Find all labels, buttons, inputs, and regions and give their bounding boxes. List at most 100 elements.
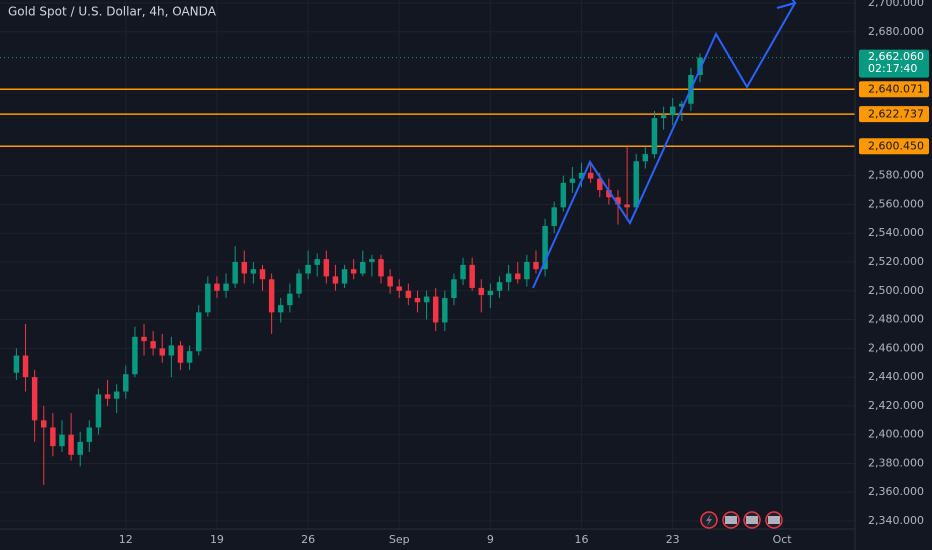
candle-body <box>387 276 393 287</box>
candle-body <box>113 391 120 399</box>
y-tick-label: 2,400.000 <box>868 428 924 441</box>
candle-body <box>232 262 238 284</box>
level-badge <box>859 81 929 98</box>
candle-body <box>505 273 512 283</box>
event-icons <box>700 511 783 529</box>
candle-body <box>606 190 612 198</box>
flag-icon <box>768 516 780 524</box>
candle-body <box>378 259 384 277</box>
candle-body <box>305 264 311 274</box>
axes: 2,340.000 2,360.000 2,380.000 2,400.000 2,42… <box>119 0 929 546</box>
candle-body <box>369 259 375 262</box>
candle-body <box>241 262 248 274</box>
candle-body <box>633 161 639 208</box>
candle-body <box>360 262 366 274</box>
arrow-head <box>776 0 797 9</box>
y-tick-label: 2,360.000 <box>868 485 924 498</box>
candle-body <box>287 293 293 306</box>
y-tick-label: 2,440.000 <box>868 370 924 383</box>
candle-body <box>569 178 576 183</box>
candle-body <box>451 279 457 298</box>
candle-body <box>123 374 129 392</box>
level-label: 2,600.450 <box>868 140 924 153</box>
candle-body <box>496 282 503 291</box>
level-badge <box>859 106 929 123</box>
candle-body <box>551 207 557 227</box>
y-tick-label: 2,420.000 <box>868 399 924 412</box>
y-tick-label: 2,460.000 <box>868 341 924 354</box>
x-tick-label: 16 <box>575 533 589 546</box>
candle-body <box>177 345 184 363</box>
candle-body <box>195 312 202 352</box>
candle-body <box>396 286 402 291</box>
candle-body <box>651 118 658 155</box>
candle-body <box>50 427 56 447</box>
candle-body <box>414 297 421 303</box>
flag-icon <box>746 516 758 524</box>
y-tick-label: 2,680.000 <box>868 25 924 38</box>
candle-body <box>186 351 193 363</box>
candle-body <box>205 283 211 313</box>
candle-body <box>542 226 548 270</box>
candle-body <box>515 273 521 280</box>
candle-body <box>323 259 330 277</box>
candle-body <box>350 269 357 274</box>
candle-body <box>268 279 275 313</box>
x-tick-label: 9 <box>487 533 494 546</box>
zigzag-drawing <box>532 2 796 289</box>
y-tick-label: 2,580.000 <box>868 169 924 182</box>
candles <box>13 53 703 486</box>
candle-body <box>660 115 667 119</box>
candle-body <box>95 394 102 428</box>
candle-body <box>68 434 74 455</box>
y-tick-label: 2,480.000 <box>868 313 924 326</box>
candle-body <box>22 355 29 378</box>
candle-body <box>669 106 676 116</box>
candle-body <box>77 441 83 455</box>
x-tick-label: 23 <box>666 533 680 546</box>
x-tick-label: 26 <box>301 533 315 546</box>
candle-body <box>624 204 630 208</box>
last-price-badge <box>859 49 929 78</box>
candle-body <box>533 262 539 270</box>
level-label: 2,622.737 <box>868 108 924 121</box>
flag-icon <box>725 516 737 524</box>
countdown-label: 02:17:40 <box>868 62 917 75</box>
candle-body <box>524 262 530 280</box>
level-label: 2,640.071 <box>868 83 924 96</box>
candle-body <box>278 305 284 313</box>
last-price-label: 2,662.060 <box>868 50 924 63</box>
candle-body <box>41 420 47 428</box>
candle-body <box>59 434 65 447</box>
candle-body <box>578 172 585 179</box>
candle-body <box>132 336 138 375</box>
candle-body <box>223 283 229 291</box>
lightning-icon <box>706 514 712 526</box>
candle-body <box>314 259 320 265</box>
candle-body <box>341 269 348 284</box>
candle-body <box>141 336 147 342</box>
x-tick-label: 12 <box>119 533 133 546</box>
candle-body <box>86 427 93 442</box>
y-tick-label: 2,540.000 <box>868 226 924 239</box>
candle-body <box>259 269 266 280</box>
candle-body <box>150 341 156 349</box>
y-tick-label: 2,560.000 <box>868 197 924 210</box>
levels <box>0 57 855 147</box>
candle-body <box>250 269 257 274</box>
candle-body <box>159 348 165 356</box>
y-tick-label: 2,520.000 <box>868 255 924 268</box>
y-tick-label: 2,380.000 <box>868 456 924 469</box>
candle-body <box>560 182 567 208</box>
candle-body <box>214 283 220 291</box>
level-badge <box>859 138 929 155</box>
candle-body <box>168 345 175 356</box>
candle-body <box>296 273 302 294</box>
candle-body <box>442 297 448 323</box>
candle-body <box>104 394 111 399</box>
candle-body <box>642 154 649 162</box>
candle-body <box>469 264 475 288</box>
